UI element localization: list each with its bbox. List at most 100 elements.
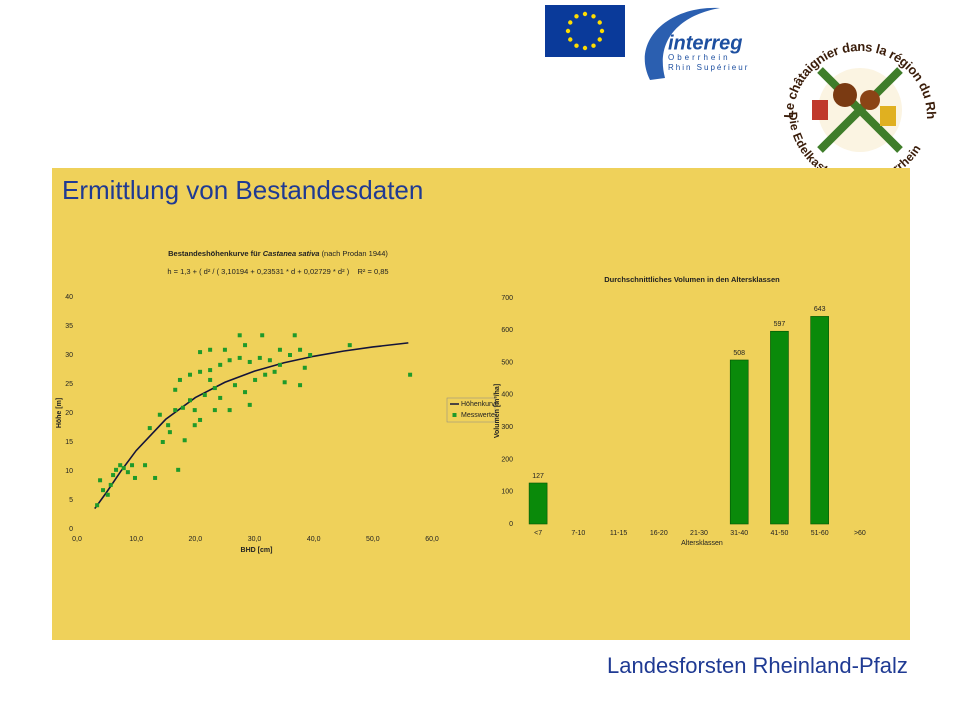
data-point bbox=[166, 423, 171, 428]
data-point bbox=[198, 369, 203, 374]
data-point bbox=[105, 492, 110, 497]
x-tick-label: 0,0 bbox=[72, 536, 82, 543]
data-point bbox=[180, 405, 185, 410]
data-point bbox=[243, 390, 248, 395]
data-point bbox=[237, 355, 242, 360]
y-tick-label: 25 bbox=[65, 381, 73, 388]
data-point bbox=[121, 466, 126, 471]
eu-star bbox=[574, 43, 579, 48]
x-tick-label: 41-50 bbox=[770, 530, 788, 537]
y-tick-label: 700 bbox=[501, 295, 513, 302]
data-point bbox=[188, 372, 193, 377]
eu-star bbox=[568, 37, 573, 42]
data-point bbox=[167, 430, 172, 435]
data-point bbox=[243, 343, 248, 348]
eu-star bbox=[582, 45, 588, 51]
y-tick-label: 100 bbox=[501, 489, 513, 496]
data-point bbox=[247, 402, 252, 407]
data-point bbox=[208, 377, 213, 382]
data-point bbox=[263, 372, 268, 377]
data-point bbox=[198, 417, 203, 422]
interreg-swoosh bbox=[644, 7, 720, 80]
y-tick-label: 500 bbox=[501, 359, 513, 366]
x-tick-label: 31-40 bbox=[730, 530, 748, 537]
data-point bbox=[160, 440, 165, 444]
data-point bbox=[267, 358, 272, 363]
data-point bbox=[188, 398, 193, 403]
x-tick-label: 16-20 bbox=[650, 530, 668, 537]
data-point bbox=[298, 383, 303, 388]
x-tick-label: >60 bbox=[854, 530, 866, 537]
data-point bbox=[212, 386, 217, 391]
data-point bbox=[298, 347, 303, 352]
coat-of-arms bbox=[812, 100, 828, 120]
chestnut bbox=[833, 83, 857, 107]
data-point bbox=[192, 408, 197, 413]
x-tick-label: <7 bbox=[534, 530, 542, 537]
data-point bbox=[347, 343, 352, 348]
y-tick-label: 15 bbox=[65, 439, 73, 446]
data-point bbox=[208, 368, 213, 373]
footer: Landesforsten Rheinland-Pfalz bbox=[607, 653, 908, 678]
chestnut bbox=[860, 90, 880, 110]
eu-stars bbox=[565, 11, 605, 51]
data-point bbox=[182, 438, 187, 443]
data-point bbox=[98, 478, 103, 483]
data-point bbox=[143, 463, 148, 468]
data-point bbox=[222, 347, 227, 352]
data-point bbox=[153, 475, 158, 480]
y-tick-label: 600 bbox=[501, 327, 513, 334]
data-point bbox=[292, 333, 297, 338]
y-tick-label: 30 bbox=[65, 352, 73, 359]
data-point bbox=[282, 380, 287, 385]
eu-star bbox=[565, 28, 571, 34]
data-point bbox=[218, 395, 223, 400]
data-point bbox=[108, 482, 113, 487]
legend-label: Höhenkurve bbox=[461, 401, 499, 408]
data-point bbox=[192, 423, 197, 428]
data-point bbox=[176, 467, 181, 472]
coat-of-arms bbox=[880, 106, 896, 126]
data-point bbox=[288, 353, 292, 357]
data-point bbox=[202, 393, 207, 398]
data-point bbox=[253, 377, 258, 382]
x-tick-label: 21-30 bbox=[690, 530, 708, 537]
x-tick-label: 10,0 bbox=[129, 536, 143, 543]
data-point bbox=[227, 408, 232, 413]
x-tick-label: 20,0 bbox=[189, 536, 203, 543]
interreg-region: Oberrhein bbox=[668, 53, 731, 62]
y-tick-label: 0 bbox=[69, 526, 73, 533]
x-axis-label: BHD [cm] bbox=[241, 547, 273, 554]
data-point bbox=[408, 372, 413, 377]
x-tick-label: 60,0 bbox=[425, 536, 439, 543]
x-tick-label: 40,0 bbox=[307, 536, 321, 543]
x-axis-label: Altersklassen bbox=[681, 540, 723, 547]
eu-star bbox=[591, 43, 596, 48]
data-point bbox=[257, 355, 262, 360]
data-point bbox=[173, 387, 178, 392]
data-point bbox=[173, 408, 178, 413]
legend-box bbox=[446, 397, 496, 423]
y-tick-label: 400 bbox=[501, 392, 513, 399]
data-point bbox=[247, 359, 252, 364]
y-axis-label: Volumen [m³/ha] bbox=[494, 384, 501, 438]
data-label: 597 bbox=[774, 321, 786, 328]
y-tick-label: 200 bbox=[501, 456, 513, 463]
data-point bbox=[272, 369, 277, 374]
y-tick-label: 300 bbox=[501, 424, 513, 431]
slide-title: Ermittlung von Bestandesdaten bbox=[62, 175, 423, 205]
y-tick-label: 5 bbox=[69, 497, 73, 504]
y-tick-label: 35 bbox=[65, 323, 73, 330]
chestnut-leaves bbox=[817, 67, 903, 153]
data-point bbox=[114, 467, 119, 472]
chart-title-part: Bestandeshöhenkurve für bbox=[168, 249, 261, 258]
bar bbox=[729, 359, 749, 525]
data-point bbox=[125, 470, 130, 475]
y-tick-label: 10 bbox=[65, 468, 73, 475]
x-tick-label: 7-10 bbox=[571, 530, 585, 537]
y-tick-label: 40 bbox=[65, 294, 73, 301]
x-tick-label: 11-15 bbox=[610, 530, 627, 537]
data-point bbox=[212, 408, 217, 413]
eu-star bbox=[574, 14, 579, 19]
chart-title-species: Castanea sativa bbox=[263, 249, 320, 258]
